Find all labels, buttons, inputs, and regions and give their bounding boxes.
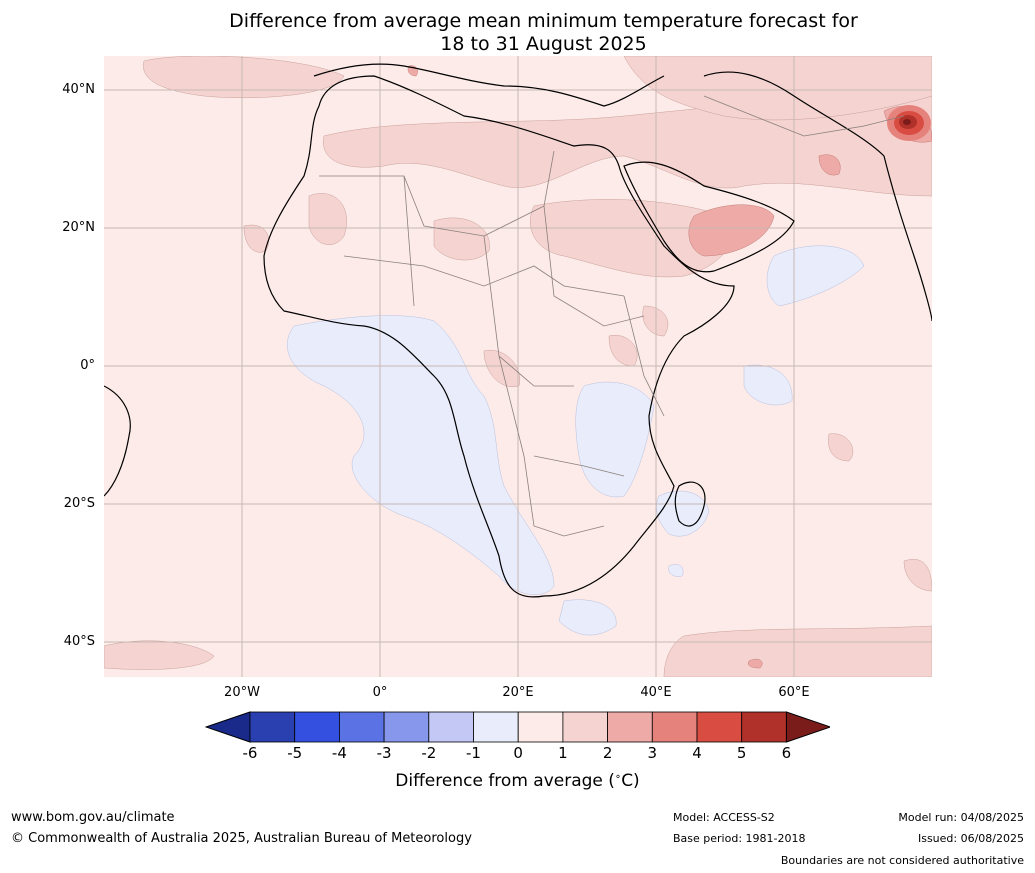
- boundaries-disclaimer: Boundaries are not considered authoritat…: [780, 854, 1024, 867]
- colorbar-extend-high: [785, 711, 830, 743]
- base-period: Base period: 1981-2018: [673, 832, 806, 845]
- lat-label-40n: 40°N: [62, 82, 95, 97]
- colorbar-cell: [473, 711, 519, 743]
- lat-label-20s: 20°S: [63, 496, 95, 511]
- colorbar-cell: [428, 711, 474, 743]
- colorbar-tick-label: 6: [781, 744, 792, 762]
- lat-label-20n: 20°N: [62, 220, 95, 235]
- country-borders: [319, 95, 905, 537]
- colorbar-tick-label: -6: [242, 744, 258, 762]
- lat-label-40s: 40°S: [63, 634, 95, 649]
- colorbar-cell: [562, 711, 608, 743]
- colorbar-cell: [294, 711, 340, 743]
- colorbar-tick-label: 2: [602, 744, 613, 762]
- colorbar: [205, 711, 830, 743]
- colorbar-extend-low: [205, 711, 251, 743]
- colorbar-tick-label: -1: [466, 744, 481, 762]
- anomaly-negative-shading: [287, 245, 865, 636]
- map-canvas: [104, 56, 932, 677]
- colorbar-cell: [249, 711, 296, 743]
- title-line-1: Difference from average mean minimum tem…: [229, 10, 858, 32]
- lon-label-20w: 20°W: [224, 685, 260, 700]
- colorbar-tick-label: -2: [421, 744, 437, 762]
- copyright-text: © Commonwealth of Australia 2025, Austra…: [11, 831, 472, 846]
- colorbar-tick-label: 0: [513, 744, 523, 762]
- issued-date: Issued: 06/08/2025: [917, 832, 1024, 845]
- forecast-map: [104, 56, 932, 677]
- lon-label-40e: 40°E: [640, 685, 672, 700]
- colorbar-tick-label: 3: [647, 744, 658, 762]
- lon-label-20e: 20°E: [502, 685, 534, 700]
- map-title: Difference from average mean minimum tem…: [0, 10, 1035, 56]
- anomaly-hotspot: [887, 105, 931, 141]
- lon-label-60e: 60°E: [778, 685, 810, 700]
- colorbar-tick-label: -5: [287, 744, 303, 762]
- colorbar-cell: [338, 711, 385, 743]
- title-line-2: 18 to 31 August 2025: [440, 33, 647, 55]
- model-name: Model: ACCESS-S2: [673, 811, 775, 824]
- colorbar-label: Difference from average (∘C): [395, 771, 640, 791]
- colorbar-tick-label: 4: [692, 744, 702, 762]
- colorbar-cell: [607, 711, 653, 743]
- colorbar-tick-label: 5: [736, 744, 747, 762]
- model-run-date: Model run: 04/08/2025: [898, 811, 1024, 824]
- colorbar-cell: [651, 711, 698, 743]
- colorbar-cell: [741, 711, 787, 743]
- lon-label-0: 0°: [372, 685, 388, 700]
- colorbar-tick-label: -3: [376, 744, 392, 762]
- colorbar-cell: [696, 711, 743, 743]
- lat-label-0: 0°: [80, 358, 95, 373]
- colorbar-tick-label: 1: [558, 744, 568, 762]
- colorbar-cell: [517, 711, 564, 743]
- colorbar-cell: [383, 711, 430, 743]
- website-link[interactable]: www.bom.gov.au/climate: [11, 810, 175, 825]
- graticule: [104, 56, 932, 677]
- colorbar-tick-label: -4: [331, 744, 347, 762]
- coastlines: [104, 63, 932, 598]
